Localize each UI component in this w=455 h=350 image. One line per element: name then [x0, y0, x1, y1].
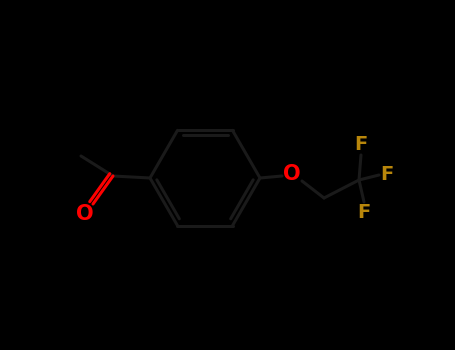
Text: O: O	[76, 204, 94, 224]
Text: O: O	[283, 164, 301, 184]
Text: F: F	[380, 166, 394, 184]
Text: F: F	[357, 203, 371, 222]
Text: F: F	[354, 135, 368, 154]
